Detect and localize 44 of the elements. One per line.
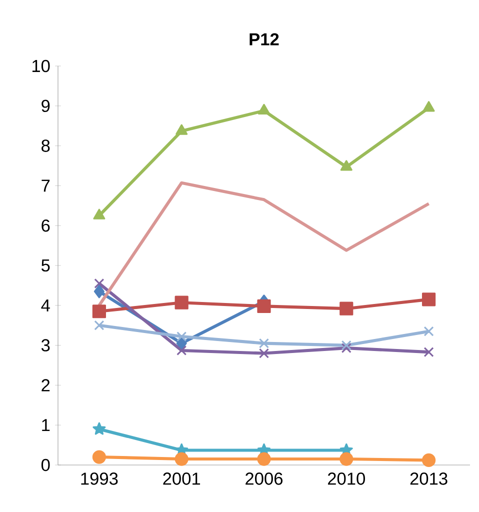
point [258, 338, 270, 348]
point [341, 340, 352, 350]
y-tick-label: 1 [42, 419, 50, 432]
x-tick-label: 2010 [328, 472, 365, 485]
point [340, 160, 352, 171]
point [93, 208, 106, 220]
point [257, 299, 271, 313]
point [92, 450, 106, 464]
point [258, 104, 270, 114]
point [92, 304, 106, 318]
point [424, 347, 434, 358]
x-tick-label: 1993 [81, 472, 118, 485]
point [422, 453, 436, 468]
y-tick-label: 2 [42, 379, 50, 392]
point [176, 331, 187, 342]
point [94, 284, 104, 298]
point [422, 292, 436, 306]
point [340, 302, 354, 316]
x-tick-label: 2013 [410, 472, 448, 485]
point [174, 452, 188, 466]
y-tick-label: 7 [42, 180, 50, 192]
point [176, 345, 187, 356]
y-tick-label: 6 [42, 219, 50, 232]
y-tick-label: 10 [32, 60, 50, 72]
x-tick-label: 2001 [163, 472, 200, 485]
point [176, 124, 188, 135]
point [424, 326, 434, 336]
y-tick-label: 9 [42, 100, 50, 112]
point [258, 348, 270, 358]
y-tick-label: 0 [41, 458, 50, 472]
point [92, 422, 106, 435]
x-tick-label: 2006 [246, 472, 283, 485]
y-tick-label: 3 [41, 339, 50, 352]
chart-title: P12 [250, 33, 279, 46]
point [257, 452, 271, 466]
point [94, 278, 104, 288]
point [174, 296, 188, 310]
point [340, 452, 354, 466]
y-tick-label: 8 [42, 140, 50, 152]
point [341, 343, 352, 354]
y-tick-label: 5 [41, 259, 50, 272]
point [94, 320, 104, 330]
point [422, 101, 435, 112]
y-tick-label: 4 [41, 299, 50, 312]
